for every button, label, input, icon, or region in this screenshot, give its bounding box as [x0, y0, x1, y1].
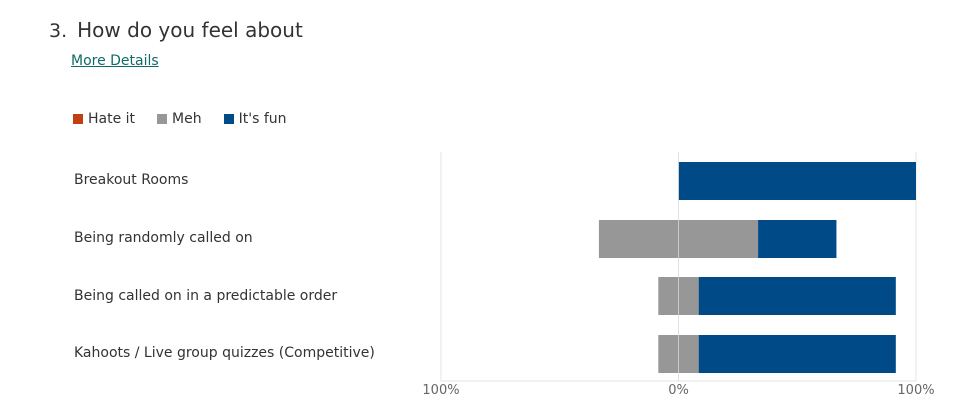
question-header: 3. How do you feel about [49, 18, 303, 42]
row-label-kahoots: Kahoots / Live group quizzes (Competitiv… [74, 345, 375, 361]
bar-fun-breakout-rooms [678, 162, 916, 200]
legend-item-hate: Hate it [73, 111, 135, 127]
legend-label-meh: Meh [172, 111, 202, 127]
row-label-randomly-called: Being randomly called on [74, 230, 253, 246]
more-details-link[interactable]: More Details [71, 53, 159, 69]
bar-fun-predictable-order [698, 277, 896, 315]
question-title: How do you feel about [77, 18, 303, 42]
x-tick-label-2: 100% [897, 383, 934, 398]
legend-label-fun: It's fun [238, 111, 287, 127]
legend-item-meh: Meh [157, 111, 202, 127]
legend-swatch-hate [73, 114, 83, 124]
chart-legend: Hate it Meh It's fun [73, 111, 309, 127]
x-tick-label-0: 100% [422, 383, 459, 398]
legend-swatch-fun [223, 114, 234, 124]
x-tick-label-1: 0% [668, 383, 689, 398]
row-label-predictable-order: Being called on in a predictable order [74, 288, 338, 304]
legend-swatch-meh [157, 114, 168, 124]
row-label-breakout-rooms: Breakout Rooms [74, 172, 189, 188]
legend-label-hate: Hate it [88, 111, 136, 127]
bar-fun-kahoots [698, 335, 896, 373]
legend-item-fun: It's fun [223, 111, 287, 127]
question-number: 3. [49, 20, 68, 42]
bar-fun-randomly-called [758, 220, 837, 258]
